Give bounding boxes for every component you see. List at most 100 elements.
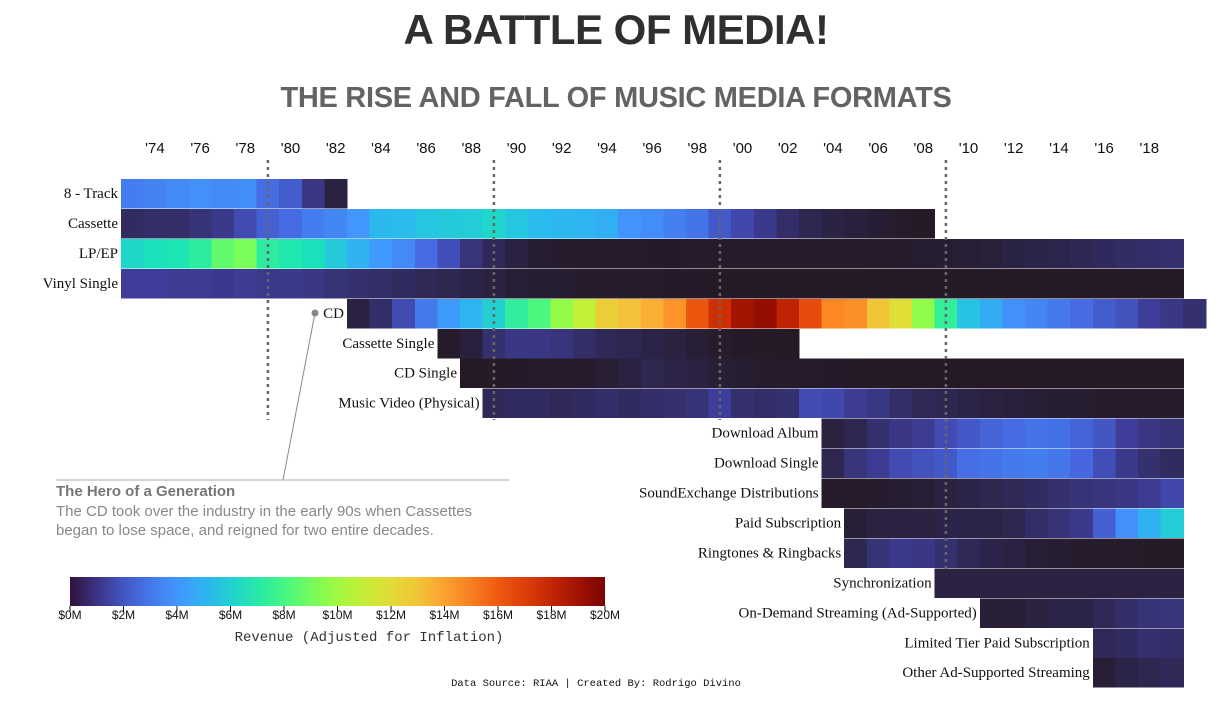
heatmap-cell: [324, 268, 348, 299]
heatmap-cell: [414, 298, 438, 329]
heatmap-cell: [211, 208, 235, 239]
heatmap-cell: [550, 298, 574, 329]
heatmap-cell: [505, 388, 529, 419]
heatmap-cell: [753, 238, 777, 269]
heatmap-cell: [188, 208, 212, 239]
heatmap-cell: [166, 179, 190, 209]
heatmap-cell: [663, 238, 687, 269]
heatmap-cell: [1002, 478, 1026, 508]
heatmap-cell: [1138, 448, 1162, 479]
heatmap-cell: [844, 238, 868, 269]
heatmap-cell: [1160, 598, 1184, 628]
heatmap-cell: [912, 358, 936, 389]
heatmap-cell: [640, 298, 664, 329]
heatmap-cell: [866, 208, 890, 239]
heatmap-cell: [912, 238, 936, 269]
heatmap-cell: [1002, 598, 1026, 628]
heatmap-cell: [1047, 568, 1071, 598]
heatmap-cell: [844, 478, 868, 508]
heatmap-cell: [1115, 238, 1139, 269]
heatmap-cell: [1115, 448, 1139, 479]
heatmap-cell: [1160, 418, 1184, 449]
heatmap-cell: [866, 238, 890, 269]
colorbar-tick-label: $12M: [376, 608, 406, 622]
format-label: Download Album: [712, 426, 819, 442]
heatmap-cell: [1025, 418, 1049, 449]
heatmap-cell: [1002, 448, 1026, 479]
heatmap-cell: [866, 388, 890, 419]
heatmap-cell: [1138, 658, 1162, 688]
heatmap-cell: [821, 478, 845, 508]
heatmap-cell: [821, 418, 845, 449]
heatmap-cell: [1092, 628, 1116, 658]
heatmap-cell: [912, 208, 936, 239]
heatmap-cell: [1138, 538, 1162, 568]
heatmap-cell: [1160, 358, 1184, 389]
heatmap-cell: [573, 388, 597, 419]
heatmap-cell: [595, 328, 619, 359]
heatmap-cell: [324, 238, 348, 269]
heatmap-cell: [889, 418, 913, 449]
heatmap-cell: [957, 238, 981, 269]
year-tick-label: '18: [1140, 140, 1160, 157]
heatmap-cell: [844, 358, 868, 389]
heatmap-cell: [550, 358, 574, 389]
colorbar-tick-label: $20M: [590, 608, 620, 622]
heatmap-cell: [1160, 628, 1184, 658]
format-label: SoundExchange Distributions: [639, 486, 819, 502]
heatmap-cell: [889, 508, 913, 538]
heatmap-cell: [1092, 568, 1116, 598]
heatmap-cell: [573, 238, 597, 269]
heatmap-cell: [121, 238, 145, 269]
heatmap-cell: [799, 268, 823, 299]
format-label: CD Single: [394, 366, 457, 382]
colorbar-tick-label: $16M: [483, 608, 513, 622]
heatmap-cell: [731, 268, 755, 299]
heatmap-cell: [1070, 448, 1094, 479]
heatmap-cell: [640, 358, 664, 389]
heatmap-cell: [392, 268, 416, 299]
heatmap-cell: [979, 478, 1003, 508]
heatmap-cell: [369, 238, 393, 269]
heatmap-cell: [1092, 448, 1116, 479]
heatmap-cell: [866, 508, 890, 538]
year-tick-label: '08: [914, 140, 934, 157]
heatmap-cell: [256, 268, 280, 299]
heatmap-cell: [1138, 568, 1162, 598]
heatmap-cell: [234, 179, 258, 209]
heatmap-cell: [505, 238, 529, 269]
heatmap-cell: [1092, 268, 1116, 299]
heatmap-cell: [979, 568, 1003, 598]
heatmap-cell: [1047, 598, 1071, 628]
year-tick-label: '84: [371, 140, 391, 157]
colorbar-tick-label: $18M: [536, 608, 566, 622]
heatmap-cell: [301, 268, 325, 299]
heatmap-cell: [1115, 388, 1139, 419]
heatmap-cell: [1160, 658, 1184, 688]
format-label: Vinyl Single: [43, 276, 119, 292]
heatmap-cell: [1025, 508, 1049, 538]
heatmap-cell: [866, 358, 890, 389]
heatmap-cell: [663, 298, 687, 329]
heatmap-cell: [618, 238, 642, 269]
colorbar-tick-label: $0M: [58, 608, 81, 622]
colorbar-ticks: $0M $2M $4M $6M $8M $10M $12M $14M $16M $18M $20M: [58, 606, 620, 622]
heatmap-cell: [414, 268, 438, 299]
heatmap-cell: [1115, 628, 1139, 658]
heatmap-cell: [934, 478, 958, 508]
heatmap-cell: [1047, 268, 1071, 299]
heatmap-cell: [369, 298, 393, 329]
year-axis: '74 '76 '78 '80 '82 '84 '86 '88 '90 '92 '94 '96 '98 '…: [145, 140, 1159, 157]
heatmap-cell: [527, 358, 551, 389]
format-label: Cassette Single: [342, 336, 434, 352]
heatmap-cell: [934, 568, 958, 598]
heatmap-cell: [979, 358, 1003, 389]
heatmap-cell: [799, 208, 823, 239]
heatmap-cell: [301, 238, 325, 269]
heatmap-cell: [1025, 598, 1049, 628]
heatmap-cell: [1138, 598, 1162, 628]
heatmap-cell: [934, 508, 958, 538]
heatmap-cell: [1160, 568, 1184, 598]
format-label: Limited Tier Paid Subscription: [904, 635, 1090, 651]
